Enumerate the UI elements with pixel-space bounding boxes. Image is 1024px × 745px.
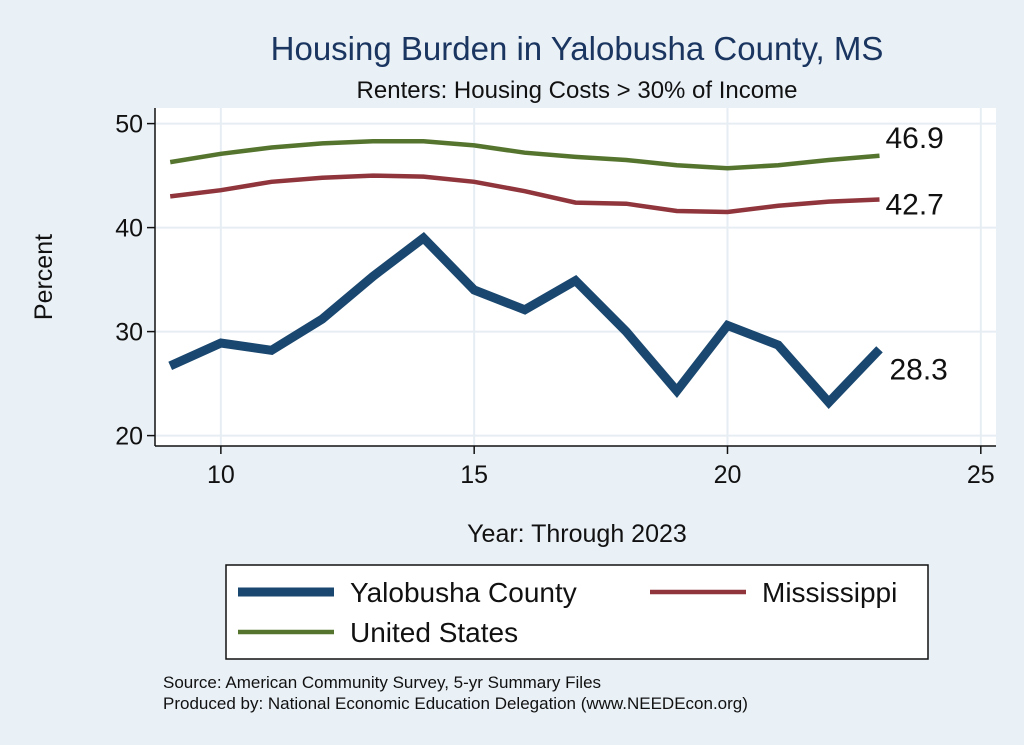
y-tick-label: 40 bbox=[115, 215, 143, 243]
end-label: 28.3 bbox=[889, 353, 947, 386]
x-tick-label: 25 bbox=[967, 461, 995, 489]
source-note: Source: American Community Survey, 5-yr … bbox=[163, 673, 601, 692]
chart-title: Housing Burden in Yalobusha County, MS bbox=[271, 30, 884, 67]
legend: Yalobusha County Mississippi United States bbox=[238, 577, 897, 648]
series-lines bbox=[168, 139, 883, 409]
x-tick-label: 10 bbox=[207, 461, 235, 489]
end-labels: 46.9 42.7 28.3 bbox=[885, 122, 947, 386]
legend-box bbox=[225, 564, 929, 660]
chart-subtitle: Renters: Housing Costs > 30% of Income bbox=[357, 77, 798, 104]
end-label: 42.7 bbox=[885, 189, 943, 222]
legend-label: Yalobusha County bbox=[350, 577, 577, 608]
y-tick-label: 20 bbox=[115, 423, 143, 451]
y-axis-ticks: 20 30 40 50 bbox=[115, 111, 155, 451]
x-tick-label: 20 bbox=[714, 461, 742, 489]
y-tick-label: 30 bbox=[115, 319, 143, 347]
series-line-united-states bbox=[169, 139, 880, 171]
legend-label: United States bbox=[350, 617, 518, 648]
series-line-yalobusha-county bbox=[168, 232, 883, 409]
producer-note: Produced by: National Economic Education… bbox=[163, 694, 748, 713]
x-axis-label: Year: Through 2023 bbox=[467, 520, 687, 548]
x-axis-ticks: 10 15 20 25 bbox=[207, 446, 995, 489]
y-tick-label: 50 bbox=[115, 111, 143, 139]
x-tick-label: 15 bbox=[460, 461, 488, 489]
series-line-mississippi bbox=[169, 173, 880, 215]
end-label: 46.9 bbox=[885, 122, 943, 155]
y-axis-label: Percent bbox=[30, 234, 58, 320]
legend-label: Mississippi bbox=[762, 577, 897, 608]
